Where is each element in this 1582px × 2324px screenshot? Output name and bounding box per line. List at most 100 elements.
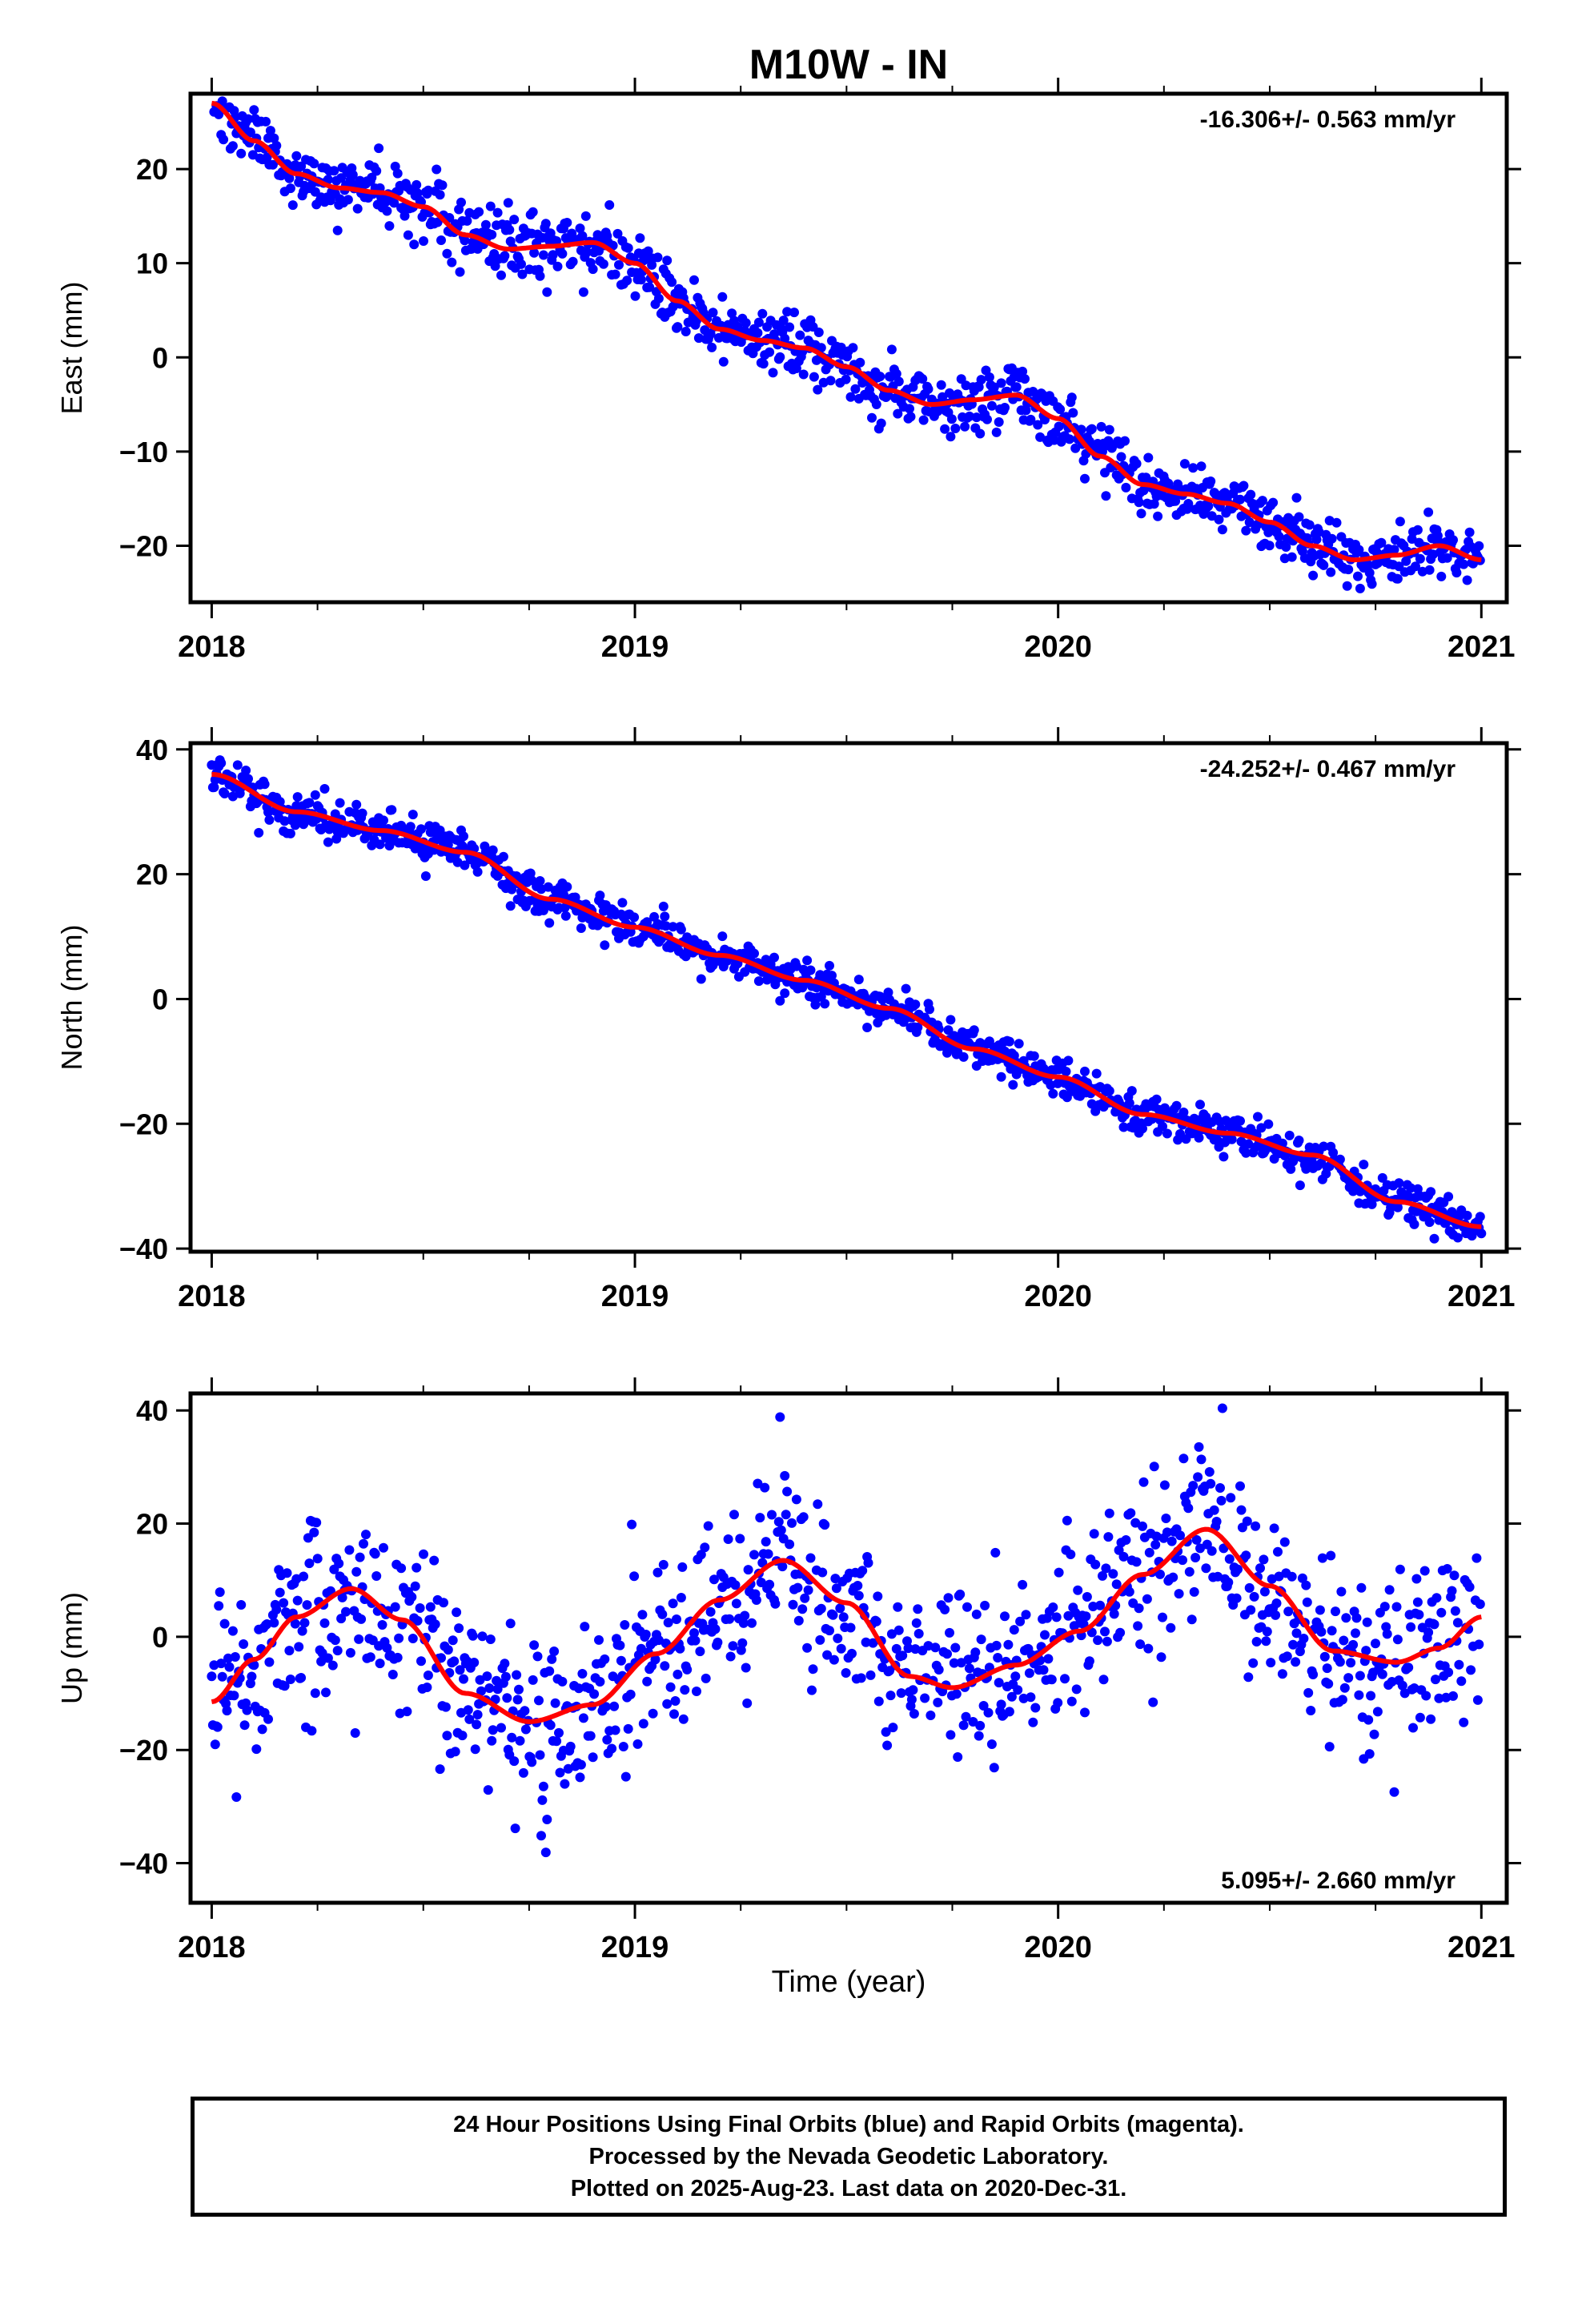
up-data-point [625, 1689, 636, 1699]
up-data-point [817, 1567, 828, 1578]
up-data-point [1408, 1723, 1418, 1733]
east-data-point [598, 259, 608, 269]
east-data-point [1257, 496, 1267, 506]
east-data-point [1020, 374, 1030, 384]
east-data-point [1423, 507, 1434, 517]
up-ytick-label: −40 [119, 1848, 168, 1880]
up-data-point [829, 1655, 839, 1665]
up-data-point [470, 1744, 480, 1755]
east-data-point [1070, 443, 1081, 453]
east-data-point [1149, 499, 1159, 509]
east-data-point [1104, 424, 1114, 435]
up-data-point [815, 1634, 825, 1645]
up-data-point [1379, 1602, 1390, 1612]
up-data-point [538, 1781, 548, 1791]
east-data-point [535, 271, 545, 281]
east-data-point [217, 96, 227, 107]
up-data-point [909, 1709, 919, 1719]
up-data-point [387, 1670, 398, 1679]
up-data-point [1134, 1603, 1144, 1614]
up-data-point [247, 1671, 257, 1682]
east-data-point [1000, 403, 1010, 412]
up-data-point [595, 1677, 605, 1687]
east-data-point [456, 197, 466, 207]
up-data-point [845, 1622, 856, 1633]
up-data-point [753, 1478, 763, 1489]
up-data-point [532, 1651, 543, 1662]
north-data-point [264, 814, 275, 825]
east-data-point [1464, 527, 1475, 537]
up-data-point [492, 1684, 503, 1695]
north-data-point [1227, 1134, 1237, 1144]
north-data-point [1426, 1187, 1436, 1197]
east-data-point [982, 414, 992, 424]
north-ytick-label: 0 [152, 983, 168, 1015]
east-data-point [1367, 579, 1377, 589]
up-data-point [1196, 1454, 1207, 1465]
up-data-point [897, 1651, 908, 1661]
east-data-point [474, 207, 484, 217]
up-data-point [382, 1642, 392, 1653]
north-data-point [1429, 1233, 1439, 1244]
north-data-point [668, 922, 678, 932]
up-data-point [863, 1558, 873, 1568]
up-data-point [695, 1647, 705, 1657]
east-data-point [996, 378, 1006, 388]
up-data-point [443, 1645, 453, 1655]
north-data-point [241, 766, 251, 775]
up-data-point [1369, 1729, 1379, 1739]
up-data-point [618, 1742, 628, 1751]
up-data-point [777, 1562, 788, 1572]
east-data-point [309, 159, 319, 169]
up-data-point [514, 1684, 524, 1695]
east-data-point [271, 140, 282, 151]
north-data-point [1392, 1202, 1403, 1212]
north-data-point [958, 1051, 969, 1062]
up-data-point [1356, 1582, 1367, 1593]
up-data-point [1291, 1657, 1301, 1667]
up-data-point [953, 1752, 963, 1762]
up-data-point [1449, 1570, 1460, 1581]
up-data-point [873, 1696, 884, 1707]
up-data-point [1266, 1658, 1276, 1668]
up-data-point [930, 1642, 941, 1653]
up-data-point [1188, 1481, 1199, 1491]
north-data-point [1253, 1112, 1263, 1122]
east-data-point [768, 368, 778, 378]
east-data-point [1239, 480, 1249, 491]
east-data-point [243, 114, 253, 124]
up-data-point [263, 1714, 273, 1724]
north-data-point [1377, 1172, 1387, 1183]
east-data-point [1412, 525, 1423, 535]
up-data-point [423, 1671, 433, 1680]
east-data-point [1326, 567, 1336, 577]
east-data-point [867, 412, 877, 423]
up-data-point [1156, 1652, 1166, 1663]
up-data-point [1339, 1683, 1350, 1693]
east-data-point [813, 328, 824, 337]
up-data-point [550, 1698, 560, 1708]
up-data-point [334, 1558, 344, 1569]
east-data-point [1474, 541, 1484, 551]
up-data-point [638, 1719, 648, 1729]
north-data-point [749, 948, 759, 959]
east-data-point [500, 251, 510, 261]
east-data-point [644, 282, 655, 292]
up-ytick-label: 40 [136, 1394, 168, 1427]
up-data-point [1191, 1534, 1202, 1545]
up-data-point [940, 1604, 950, 1614]
up-data-point [1397, 1680, 1407, 1691]
up-data-point [975, 1720, 986, 1731]
up-data-point [970, 1647, 981, 1658]
up-data-point [488, 1725, 498, 1735]
up-data-point [802, 1642, 813, 1653]
up-data-point [1138, 1521, 1147, 1531]
up-data-point [934, 1665, 944, 1675]
east-data-point [630, 291, 640, 301]
up-data-point [1138, 1477, 1149, 1487]
north-data-point [259, 779, 270, 790]
north-data-point [910, 999, 921, 1010]
north-data-point [232, 760, 243, 770]
up-data-point [893, 1625, 904, 1635]
